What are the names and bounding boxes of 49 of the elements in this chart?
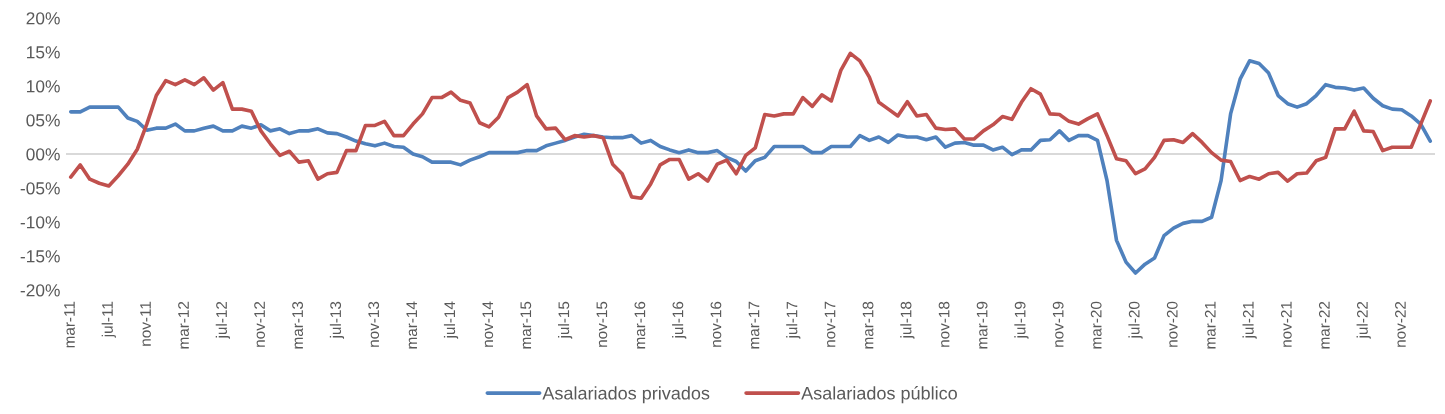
x-tick-label: nov-18 bbox=[938, 301, 950, 347]
x-tick-label: jul-15 bbox=[557, 301, 573, 339]
y-tick-label: -15% bbox=[20, 250, 60, 263]
x-tick-label: jul-17 bbox=[786, 301, 801, 339]
x-tick-label: mar-20 bbox=[1090, 301, 1102, 349]
x-tick-label: mar-17 bbox=[748, 301, 760, 349]
x-tick-label: mar-15 bbox=[520, 301, 532, 349]
x-tick-label: jul-20 bbox=[1128, 301, 1143, 339]
x-tick-label: nov-17 bbox=[824, 301, 836, 347]
y-tick-label: 20% bbox=[26, 12, 60, 25]
line-series bbox=[68, 59, 1433, 275]
x-tick-label: jul-14 bbox=[443, 301, 459, 339]
x-tick-label: mar-14 bbox=[406, 301, 418, 349]
x-tick-label: nov-13 bbox=[368, 301, 380, 347]
x-tick-label: jul-12 bbox=[215, 301, 230, 339]
x-tick-label: nov-16 bbox=[710, 301, 722, 347]
y-tick-label: -05% bbox=[20, 182, 60, 195]
x-tick-label: mar-16 bbox=[634, 301, 646, 349]
y-tick-label: 15% bbox=[27, 46, 60, 59]
y-tick-label: 00% bbox=[26, 148, 60, 161]
x-tick-label: jul-18 bbox=[900, 301, 915, 339]
y-tick-label: -10% bbox=[20, 216, 60, 229]
x-tick-label: jul-13 bbox=[329, 301, 345, 339]
x-tick-label: mar-22 bbox=[1318, 301, 1330, 349]
x-tick-label: nov-14 bbox=[482, 301, 494, 347]
x-tick-label: mar-18 bbox=[862, 301, 874, 349]
x-tick-label: jul-22 bbox=[1356, 301, 1371, 339]
legend-label: Asalariados público bbox=[801, 386, 957, 404]
x-tick-label: nov-19 bbox=[1052, 301, 1064, 347]
x-tick-label: nov-12 bbox=[254, 301, 265, 347]
x-tick-label: mar-13 bbox=[292, 301, 304, 349]
y-tick-label: 05% bbox=[26, 114, 60, 127]
x-tick-label: nov-22 bbox=[1395, 301, 1406, 347]
y-tick-label: 10% bbox=[27, 80, 60, 93]
legend-label: Asalariados privados bbox=[542, 386, 710, 404]
x-tick-label: nov-20 bbox=[1166, 301, 1178, 347]
x-tick-label: nov-15 bbox=[596, 301, 608, 347]
x-tick-label: nov-21 bbox=[1280, 301, 1292, 347]
x-tick-label: jul-21 bbox=[1242, 301, 1257, 339]
x-tick-label: mar-12 bbox=[178, 301, 189, 349]
x-tick-label: jul-11 bbox=[101, 301, 116, 338]
x-tick-label: jul-16 bbox=[672, 301, 687, 339]
line-series bbox=[68, 51, 1433, 201]
x-tick-label: mar-11 bbox=[64, 301, 75, 348]
x-tick-label: nov-11 bbox=[140, 301, 151, 346]
x-tick-label: mar-19 bbox=[976, 301, 988, 349]
y-tick-label: -20% bbox=[20, 284, 60, 297]
x-tick-label: mar-21 bbox=[1204, 301, 1216, 349]
x-tick-label: jul-19 bbox=[1014, 301, 1029, 339]
